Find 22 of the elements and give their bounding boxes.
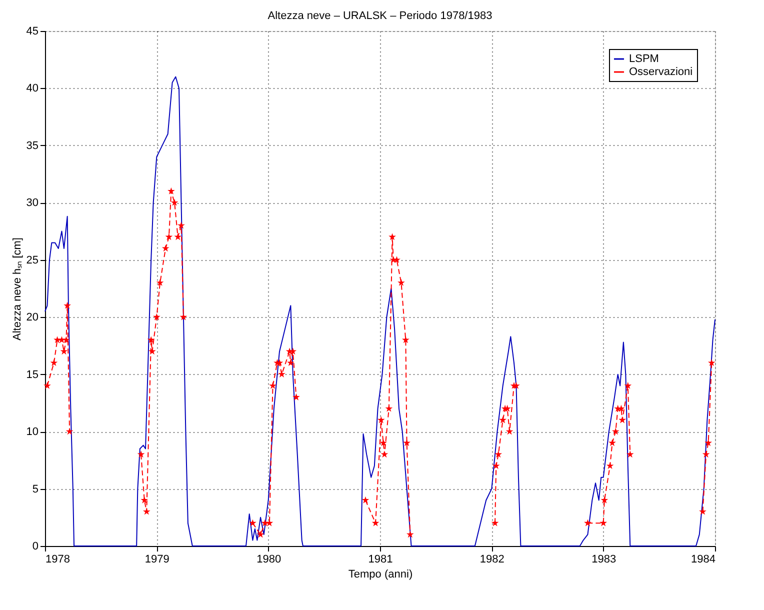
x-axis-title: Tempo (anni) [348, 568, 413, 580]
x-tick-label: 1978 [46, 554, 70, 566]
y-tick-label: 35 [26, 140, 38, 152]
y-tick-label: 5 [32, 483, 38, 496]
y-tick-label: 30 [26, 197, 38, 210]
y-tick-label: 15 [26, 368, 38, 381]
x-tick-label: 1981 [368, 554, 393, 566]
legend-label: Osservazioni [629, 66, 693, 78]
y-tick-label: 40 [26, 82, 38, 95]
x-tick-label: 1983 [592, 554, 616, 566]
x-tick-label: 1984 [691, 554, 716, 566]
y-tick-label: 20 [26, 312, 38, 324]
legend-label: LSPM [629, 53, 659, 65]
y-tick-label: 45 [26, 26, 38, 38]
y-tick-label: 25 [26, 254, 38, 266]
x-tick-label: 1982 [480, 554, 504, 566]
chart-title: Altezza neve – URALSK – Periodo 1978/1983 [268, 10, 492, 22]
x-tick-label: 1979 [144, 554, 170, 566]
y-axis-title: Altezza neve hₛₙ [cm] [11, 238, 24, 340]
y-tick-label: 10 [26, 426, 38, 438]
x-tick-label: 1980 [256, 554, 282, 566]
y-tick-label: 0 [32, 540, 38, 552]
